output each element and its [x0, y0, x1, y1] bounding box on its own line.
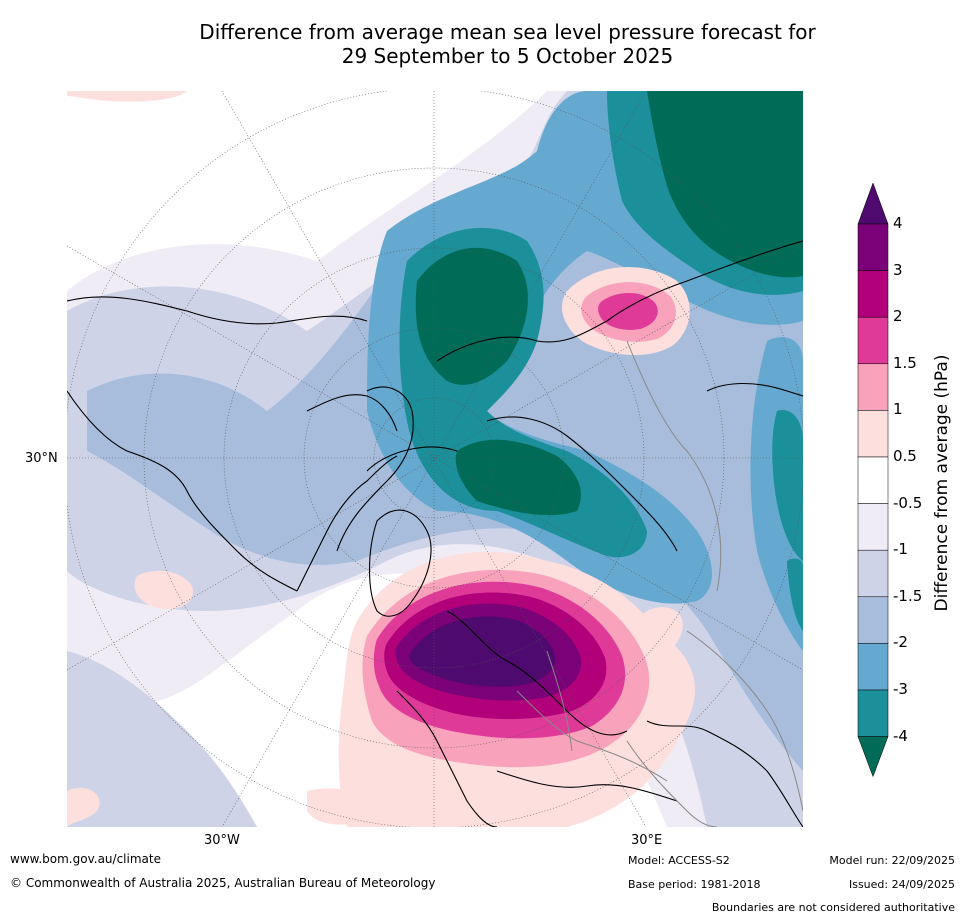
coastline-hudson-bay	[296, 455, 398, 592]
colorbar-tick-label: -0.5	[893, 493, 923, 512]
chart-title: Difference from average mean sea level p…	[0, 20, 965, 68]
coastline-black-sea-region	[646, 720, 803, 827]
coastline-scandinavia	[446, 610, 628, 736]
colorbar-tick-label: -4	[893, 726, 908, 745]
colorbar-tick-label: -1	[893, 540, 908, 559]
colorbar-segment	[857, 643, 889, 691]
colorbar-segment	[857, 503, 889, 551]
graticule	[67, 91, 803, 827]
anomaly-field-positive-other	[67, 91, 690, 827]
border-line	[626, 340, 722, 592]
coastline-ellesmere	[366, 446, 458, 472]
colorbar-segment	[857, 363, 889, 411]
longitude-label-30w: 30°W	[204, 833, 240, 848]
colorbar-segment	[857, 223, 889, 271]
border-line	[546, 650, 573, 752]
coastline-north-america-west	[67, 390, 298, 592]
border-line	[686, 630, 803, 812]
colorbar-tick-label: -3	[893, 680, 908, 698]
title-line-2: 29 September to 5 October 2025	[341, 44, 674, 68]
colorbar	[857, 182, 889, 778]
colorbar-tick-label: 0.5	[893, 447, 917, 465]
title-line-1: Difference from average mean sea level p…	[199, 20, 816, 44]
colorbar-segment	[857, 410, 889, 458]
coastline-alaska-siberia	[67, 296, 368, 325]
pressure-anomaly-map	[67, 91, 803, 827]
colorbar-tick-label: 2	[893, 307, 903, 326]
meridian-line	[221, 91, 647, 827]
coastlines	[67, 240, 803, 827]
anomaly-field-negative-strong	[367, 91, 803, 651]
meridian-line	[221, 91, 647, 827]
website-link[interactable]: www.bom.gov.au/climate	[10, 852, 161, 866]
coastline-western-europe	[396, 690, 498, 827]
colorbar-tick-label: -2	[893, 633, 908, 652]
colorbar-extend-max	[857, 182, 889, 225]
colorbar-segment	[857, 270, 889, 318]
coastline-okhotsk	[706, 382, 803, 397]
coastline-arctic-archipelago	[306, 394, 398, 432]
colorbar-tick-label: 1.5	[893, 353, 917, 372]
issued-text: Issued: 24/09/2025	[848, 878, 955, 891]
longitude-label-30e: 30°E	[631, 833, 663, 848]
colorbar-tick-label: -1.5	[893, 586, 923, 605]
disclaimer-text: Boundaries are not considered authoritat…	[711, 901, 955, 914]
copyright-text: © Commonwealth of Australia 2025, Austra…	[10, 876, 436, 890]
colorbar-segment	[857, 596, 889, 644]
latitude-label-30n: 30°N	[25, 451, 58, 466]
colorbar-tick-label: 3	[893, 260, 903, 279]
base-period-text: Base period: 1981-2018	[628, 878, 761, 891]
colorbar-segment	[857, 549, 889, 598]
coastline-siberia-north	[436, 240, 803, 362]
coastline-mediterranean	[496, 770, 678, 802]
coastline-russia-arctic	[486, 416, 678, 552]
colorbar-tick-label: 4	[893, 214, 903, 232]
coastline-greenland	[368, 509, 432, 617]
colorbar-segment	[857, 689, 889, 737]
colorbar-tick-label: 1	[893, 400, 903, 419]
model-text: Model: ACCESS-S2	[628, 854, 730, 867]
meridian-line	[67, 245, 803, 671]
border-line	[516, 690, 668, 782]
colorbar-title: Difference from average (hPa)	[932, 354, 952, 612]
colorbar-segment	[857, 316, 889, 365]
meridian-line	[67, 245, 803, 671]
colorbar-extend-min	[857, 736, 889, 778]
model-run-text: Model run: 22/09/2025	[829, 854, 955, 867]
country-borders	[516, 340, 803, 827]
coastline-baffin	[336, 386, 414, 552]
colorbar-segment	[857, 456, 889, 504]
border-line	[626, 740, 718, 827]
